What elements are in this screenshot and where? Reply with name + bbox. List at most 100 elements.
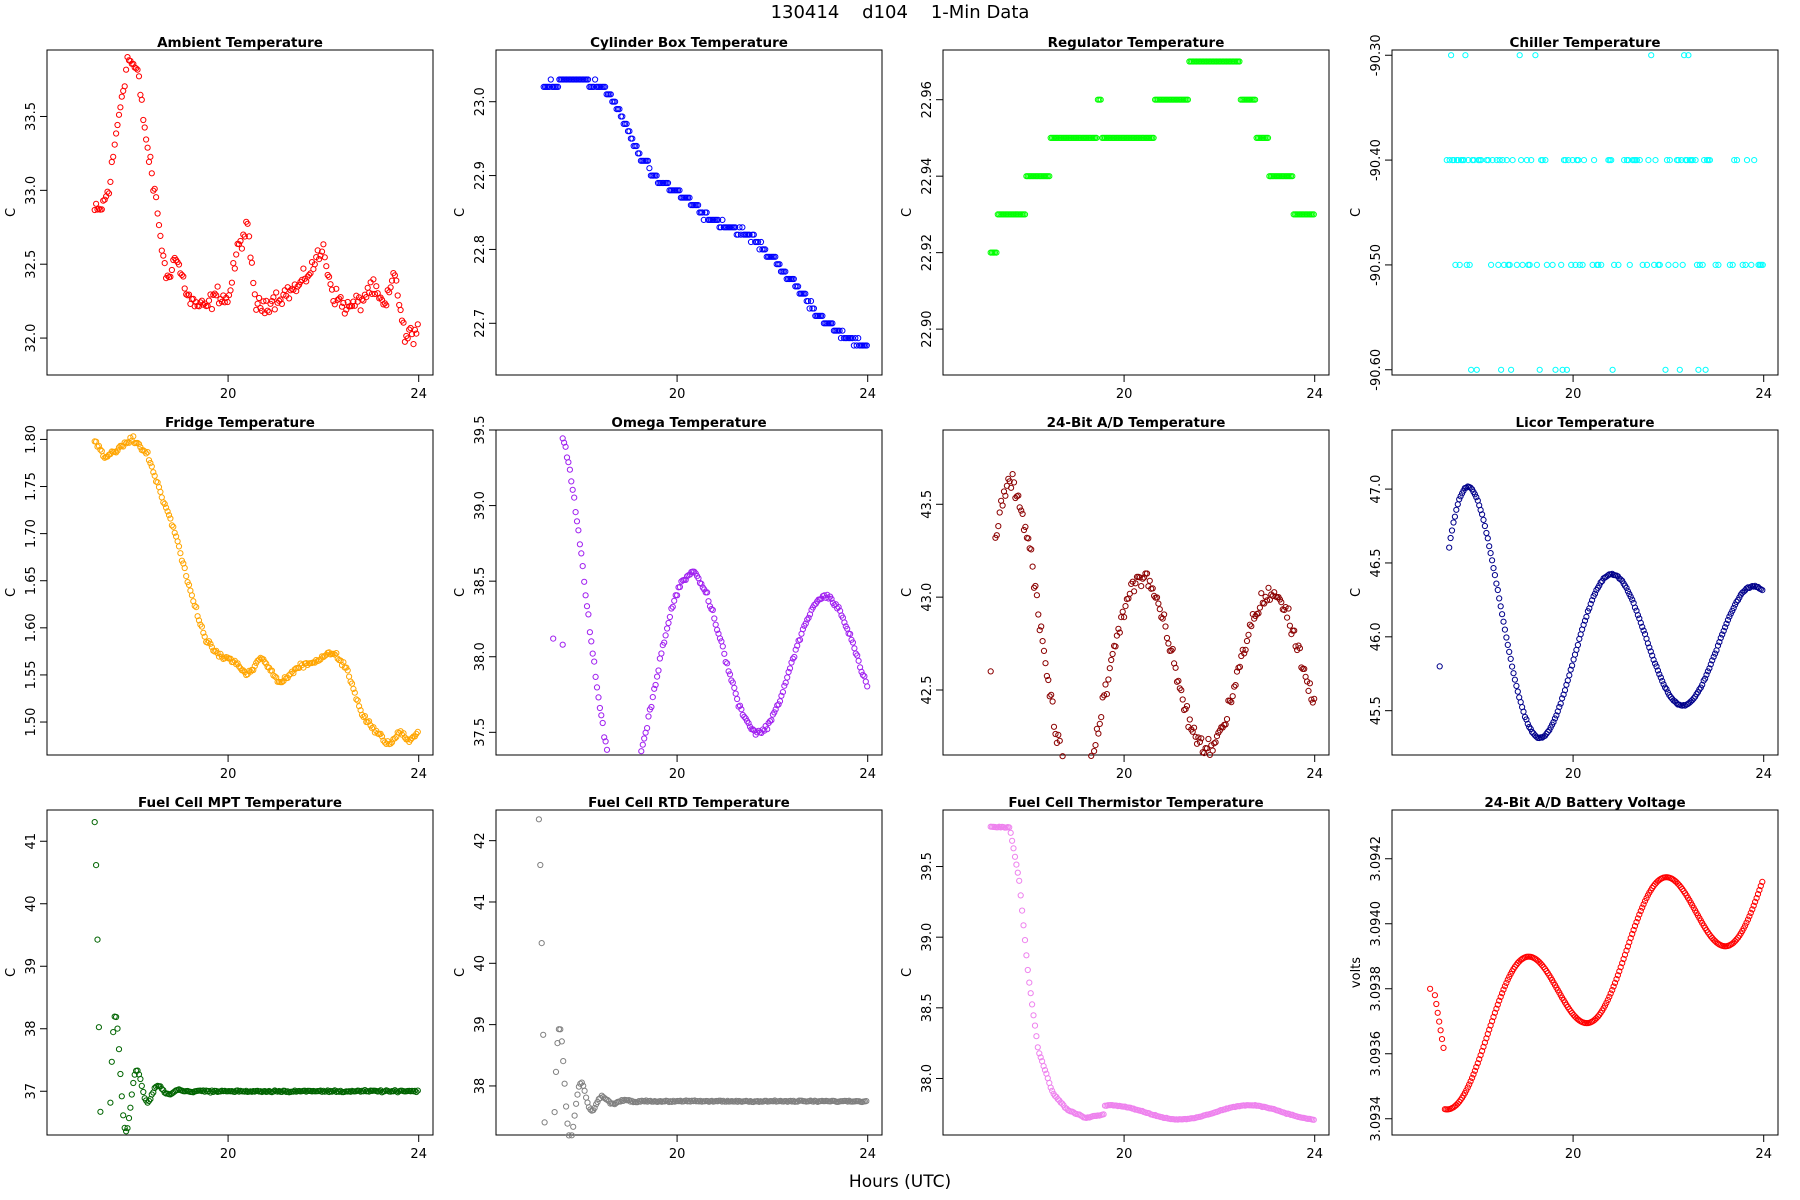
chart-title: Fuel Cell MPT Temperature [138,795,342,811]
data-point [1037,1054,1044,1061]
data-point [1733,598,1740,606]
data-point [158,1085,165,1092]
data-point [165,512,173,519]
data-point [1161,611,1168,618]
x-tick-label: 20 [669,767,686,782]
data-point [1476,1056,1483,1063]
data-point [1508,366,1515,373]
y-axis-label: C [900,208,915,217]
data-point [1706,157,1714,164]
data-point [1136,574,1143,581]
data-point [350,298,357,305]
data-point [1232,682,1239,689]
data-point [1028,546,1035,553]
data-point [380,301,387,308]
data-point [1489,1018,1496,1025]
chart-title: 24-Bit A/D Battery Voltage [1484,795,1685,811]
data-point [1048,691,1055,698]
data-point [1020,922,1027,929]
data-point [100,197,107,204]
data-point [1139,575,1146,582]
data-point [864,683,871,690]
data-point [1636,911,1643,918]
data-point [1050,723,1058,730]
data-point [1000,488,1008,495]
data-point [234,660,241,667]
data-point [408,331,416,338]
data-point [1310,211,1317,218]
data-point [1717,634,1724,642]
data-point [1243,637,1251,645]
data-point [578,1079,585,1086]
data-point [1033,592,1041,599]
data-point [1748,261,1755,268]
data-point [224,654,231,661]
data-point [1464,1084,1471,1091]
data-point [1015,492,1022,499]
data-point [1038,623,1045,630]
data-point [200,301,207,308]
data-point [397,306,404,314]
data-point [175,543,183,550]
data-point [1014,869,1021,876]
data-point [230,260,237,267]
chart-panel-10: Fuel Cell RTD Temperature 20 24 38 39 40 41 42 C [453,795,883,1162]
y-tick-label: 33.5 [24,102,39,131]
data-point [1242,646,1249,654]
data-point [704,589,711,596]
data-point [676,187,683,194]
data-point [1539,962,1546,969]
data-point [1168,647,1175,654]
data-point [1695,366,1702,373]
data-point [98,206,105,213]
data-point [243,1087,250,1095]
data-point [100,453,107,460]
data-point [722,659,729,666]
data-point [191,303,198,310]
data-point [551,1109,558,1116]
data-point [1115,625,1122,632]
data-point [361,1087,368,1094]
data-point [570,1123,577,1130]
data-point [1036,1050,1043,1057]
data-point [792,646,799,653]
data-point [1467,1078,1474,1085]
data-point [550,635,557,642]
data-point [254,300,261,307]
data-point [703,209,710,216]
data-point [151,185,158,192]
data-point [296,281,303,288]
data-point [1009,471,1016,478]
data-point [1296,645,1304,652]
data-point [1096,720,1103,728]
data-point [1626,261,1633,268]
y-axis-label: C [453,208,468,217]
data-point [1507,655,1514,663]
data-point [1040,1063,1047,1070]
data-point [782,679,789,686]
data-point [1499,990,1506,997]
y-axis-label: volts [1349,957,1364,988]
plot-frame [495,809,883,1136]
data-point [221,655,228,662]
data-point [1025,535,1032,542]
data-point [563,1103,570,1110]
data-point [1627,935,1634,942]
data-point [768,717,775,724]
data-point [1562,157,1569,164]
data-point [1756,887,1763,894]
data-point [1291,627,1298,634]
data-point [1536,366,1543,373]
data-point [1533,261,1541,268]
data-point [996,509,1003,516]
data-point [1543,261,1551,268]
data-point [682,576,689,584]
data-point [1742,922,1749,929]
data-point [993,249,1000,256]
data-point [1471,1067,1479,1074]
data-point [789,655,797,662]
y-axis-label: C [900,968,915,977]
data-point [1186,716,1193,723]
data-point [540,1031,547,1038]
x-tick-label: 24 [859,1147,876,1162]
